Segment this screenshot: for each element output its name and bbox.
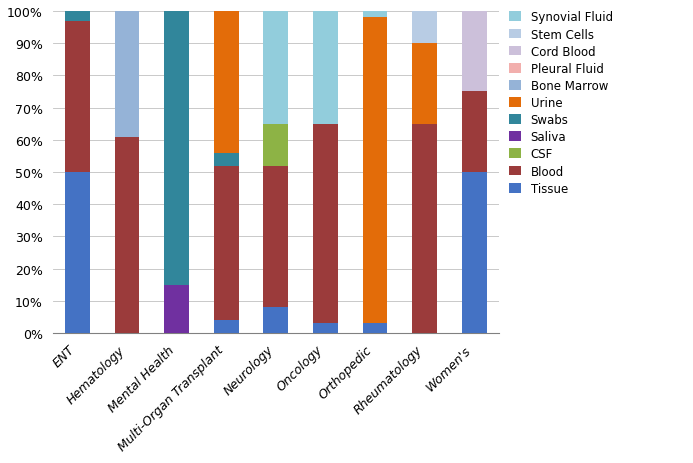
Bar bbox=[263, 307, 288, 333]
Bar bbox=[213, 12, 238, 153]
Bar bbox=[263, 166, 288, 307]
Bar bbox=[313, 324, 337, 333]
Bar bbox=[263, 12, 288, 125]
Bar bbox=[65, 22, 89, 173]
Bar bbox=[263, 125, 288, 166]
Bar bbox=[412, 125, 437, 333]
Bar bbox=[213, 320, 238, 333]
Bar bbox=[362, 19, 387, 324]
Bar bbox=[114, 12, 139, 138]
Bar bbox=[313, 12, 337, 125]
Bar bbox=[412, 44, 437, 125]
Bar bbox=[313, 125, 337, 324]
Bar bbox=[412, 12, 437, 44]
Bar bbox=[462, 12, 486, 92]
Bar bbox=[65, 173, 89, 333]
Bar bbox=[462, 92, 486, 173]
Bar bbox=[213, 166, 238, 320]
Bar bbox=[362, 12, 387, 19]
Bar bbox=[462, 173, 486, 333]
Bar bbox=[213, 153, 238, 166]
Bar bbox=[114, 138, 139, 333]
Bar bbox=[164, 285, 189, 333]
Legend: Synovial Fluid, Stem Cells, Cord Blood, Pleural Fluid, Bone Marrow, Urine, Swabs: Synovial Fluid, Stem Cells, Cord Blood, … bbox=[509, 12, 613, 195]
Bar bbox=[164, 12, 189, 285]
Bar bbox=[65, 12, 89, 22]
Bar bbox=[362, 324, 387, 333]
